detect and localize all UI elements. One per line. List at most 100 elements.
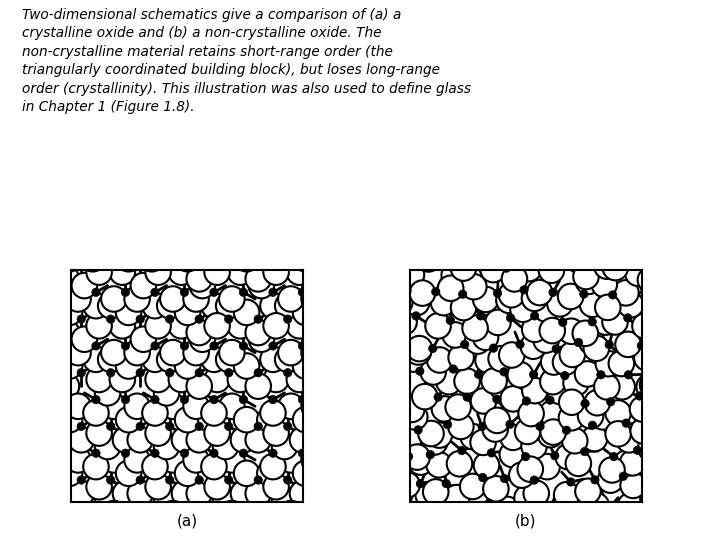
Circle shape <box>621 472 646 498</box>
Circle shape <box>195 369 203 377</box>
Circle shape <box>175 246 200 272</box>
Circle shape <box>298 449 307 457</box>
Circle shape <box>204 313 230 339</box>
Circle shape <box>403 287 411 295</box>
Circle shape <box>125 394 150 419</box>
Circle shape <box>622 419 631 427</box>
Circle shape <box>576 502 584 510</box>
Circle shape <box>618 292 644 318</box>
Circle shape <box>657 456 683 481</box>
Circle shape <box>216 293 241 319</box>
Circle shape <box>175 300 200 325</box>
Circle shape <box>583 335 609 361</box>
Circle shape <box>487 449 495 457</box>
Circle shape <box>588 318 596 326</box>
Circle shape <box>391 309 417 335</box>
Circle shape <box>95 434 120 460</box>
Circle shape <box>239 449 248 457</box>
Circle shape <box>499 243 525 268</box>
Circle shape <box>521 453 530 461</box>
Circle shape <box>284 261 292 269</box>
Circle shape <box>210 342 218 350</box>
Circle shape <box>443 322 468 348</box>
Circle shape <box>490 344 498 352</box>
Circle shape <box>130 327 156 352</box>
Circle shape <box>575 240 600 266</box>
Circle shape <box>168 313 194 339</box>
Circle shape <box>121 395 130 404</box>
Circle shape <box>201 508 227 533</box>
Circle shape <box>473 287 498 312</box>
Circle shape <box>289 481 315 506</box>
Circle shape <box>160 447 186 472</box>
Circle shape <box>77 422 86 430</box>
Circle shape <box>305 481 330 506</box>
Circle shape <box>593 309 618 335</box>
Circle shape <box>458 447 466 455</box>
Circle shape <box>605 340 613 349</box>
Circle shape <box>552 239 577 264</box>
Circle shape <box>436 369 462 395</box>
Circle shape <box>589 261 598 269</box>
Circle shape <box>520 286 528 294</box>
Circle shape <box>316 407 341 433</box>
Circle shape <box>400 369 425 395</box>
Circle shape <box>522 397 531 405</box>
Circle shape <box>305 373 330 399</box>
Circle shape <box>640 372 665 398</box>
Circle shape <box>219 394 245 419</box>
Circle shape <box>107 261 115 269</box>
Circle shape <box>195 315 203 323</box>
Circle shape <box>619 472 628 481</box>
Circle shape <box>465 328 490 354</box>
Circle shape <box>538 422 563 448</box>
Circle shape <box>423 479 449 505</box>
Circle shape <box>107 476 115 484</box>
Circle shape <box>246 373 271 399</box>
Circle shape <box>644 281 670 307</box>
Circle shape <box>216 239 241 265</box>
Circle shape <box>426 313 451 339</box>
Circle shape <box>608 291 617 299</box>
Circle shape <box>57 461 82 486</box>
Circle shape <box>591 476 599 484</box>
Circle shape <box>107 422 115 430</box>
Circle shape <box>54 373 79 399</box>
Circle shape <box>225 261 233 269</box>
Circle shape <box>278 340 304 366</box>
Circle shape <box>275 347 300 372</box>
Circle shape <box>637 341 646 350</box>
Circle shape <box>414 426 423 434</box>
Circle shape <box>500 474 509 483</box>
Circle shape <box>428 345 437 353</box>
Circle shape <box>57 300 82 325</box>
Circle shape <box>441 262 467 288</box>
Circle shape <box>534 327 559 353</box>
Circle shape <box>260 347 286 372</box>
Circle shape <box>426 422 452 448</box>
Circle shape <box>412 384 438 409</box>
Circle shape <box>278 394 304 419</box>
Circle shape <box>125 501 150 526</box>
Circle shape <box>483 476 508 502</box>
Circle shape <box>316 461 341 486</box>
Circle shape <box>573 264 599 289</box>
Circle shape <box>428 243 454 269</box>
Circle shape <box>116 246 141 272</box>
Circle shape <box>86 259 112 285</box>
Circle shape <box>316 353 341 379</box>
Circle shape <box>480 257 506 282</box>
Circle shape <box>393 239 419 265</box>
Circle shape <box>269 503 277 511</box>
Circle shape <box>650 263 659 271</box>
Circle shape <box>189 327 215 352</box>
Circle shape <box>546 396 554 404</box>
Circle shape <box>647 295 672 321</box>
Circle shape <box>42 447 68 472</box>
Circle shape <box>264 313 289 339</box>
Circle shape <box>516 505 524 514</box>
Circle shape <box>634 345 660 370</box>
Circle shape <box>77 476 86 484</box>
Circle shape <box>499 342 525 368</box>
Circle shape <box>567 478 575 486</box>
